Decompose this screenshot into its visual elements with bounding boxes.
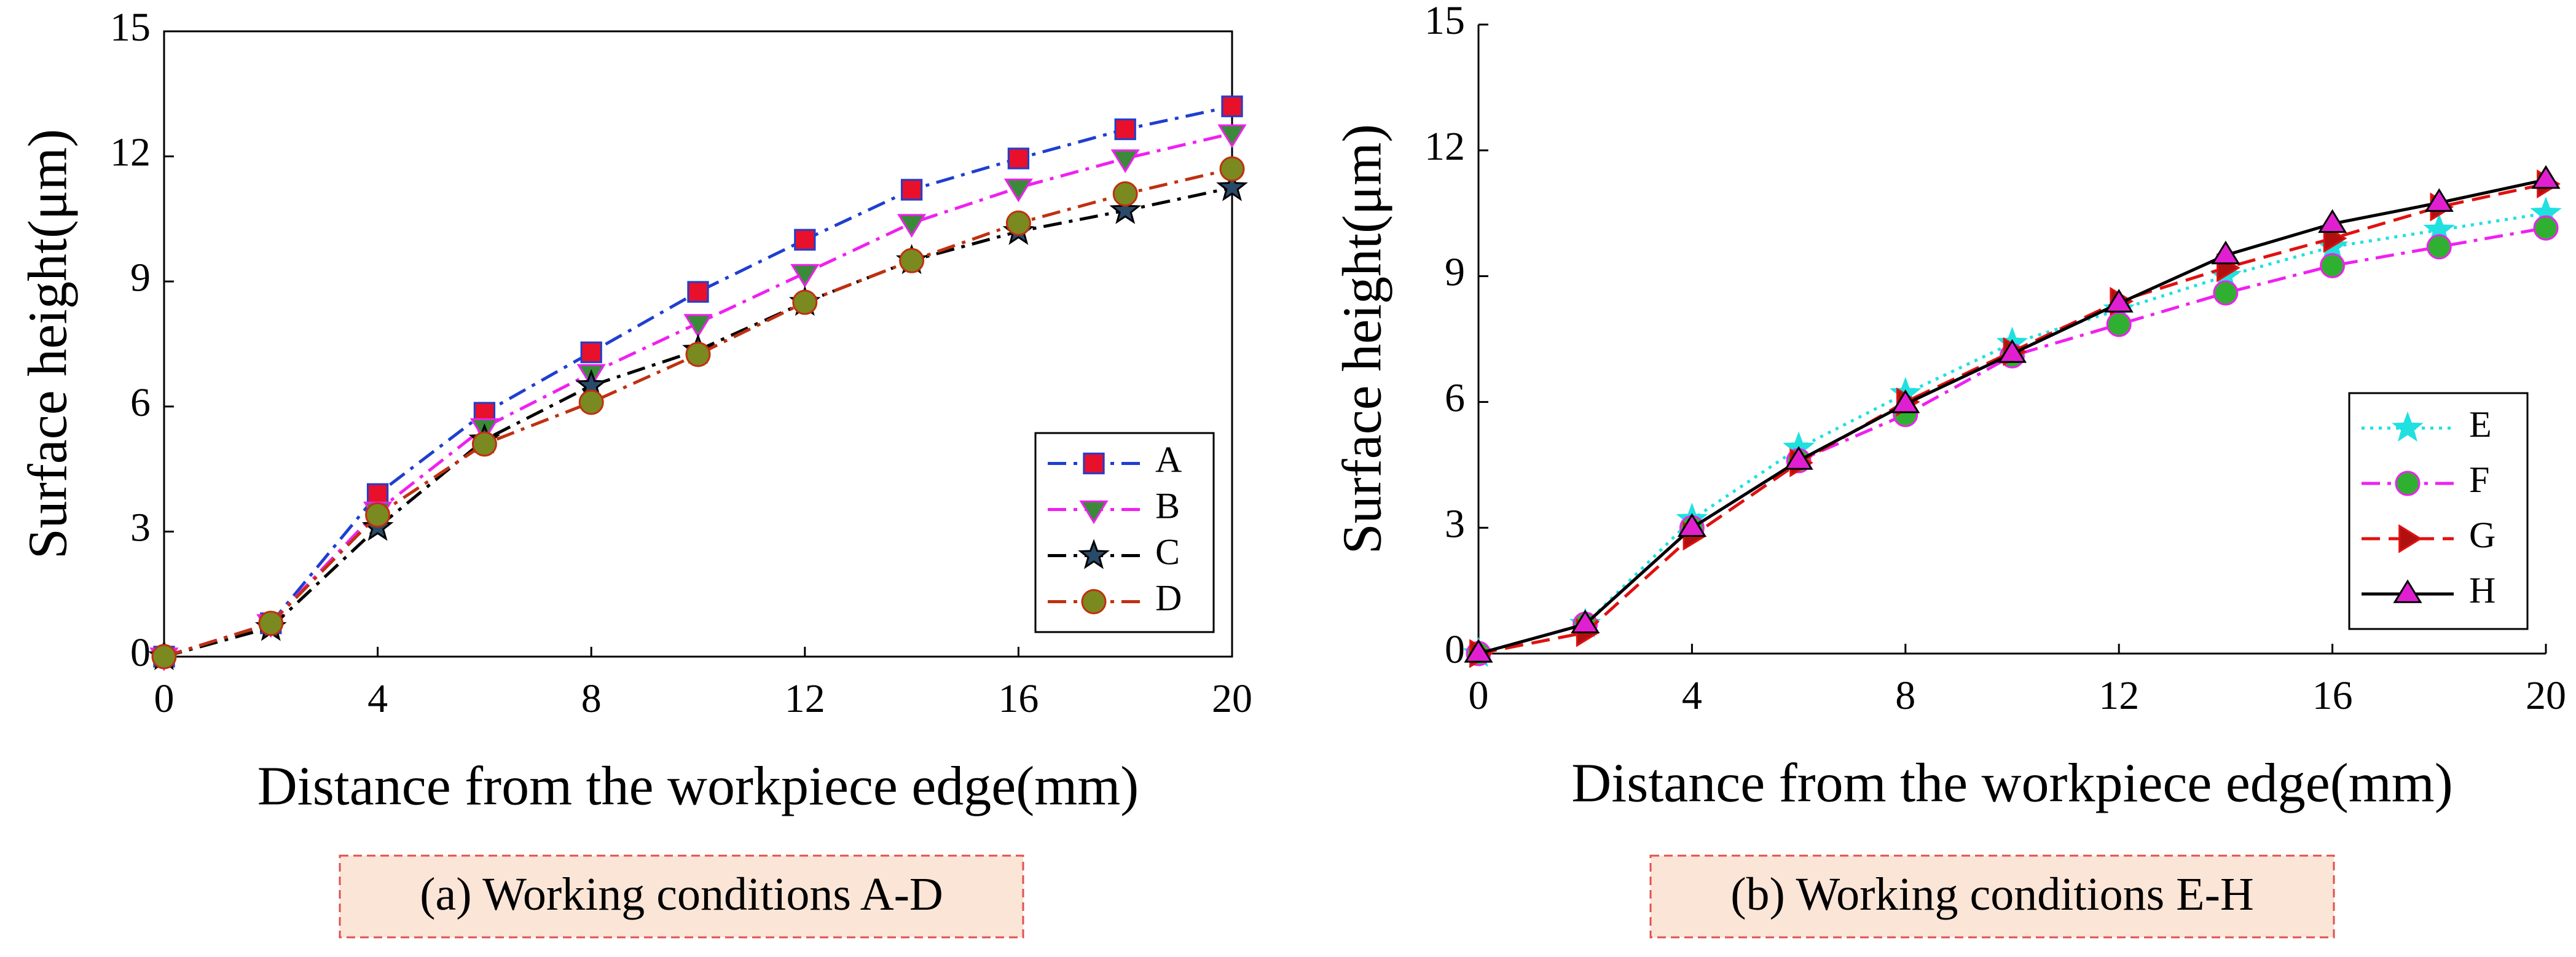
legend-box <box>2348 392 2529 630</box>
legend-label: D <box>1155 577 1182 618</box>
marker <box>151 644 177 670</box>
y-axis-label: Surface height(μm) <box>1332 124 1393 555</box>
marker <box>580 341 602 364</box>
marker <box>2104 289 2134 313</box>
legend-label: A <box>1155 439 1182 480</box>
legend-label: H <box>2469 570 2496 611</box>
x-tick-label: 16 <box>998 676 1039 721</box>
legend-box <box>1034 432 1215 633</box>
x-tick-label: 16 <box>2312 673 2353 718</box>
marker <box>2211 240 2240 265</box>
x-axis-label: Distance from the workpiece edge(mm) <box>1571 753 2452 814</box>
x-tick-label: 20 <box>1212 676 1252 721</box>
marker <box>899 248 925 273</box>
marker <box>365 502 391 528</box>
legend-marker <box>1079 500 1109 525</box>
y-tick-label: 9 <box>130 255 151 300</box>
marker <box>1221 95 1243 117</box>
legend-label: C <box>1155 531 1180 572</box>
caption: (b) Working conditions E-H <box>1730 869 2254 920</box>
marker <box>687 281 709 303</box>
y-tick-label: 3 <box>130 506 151 550</box>
y-tick-label: 15 <box>1424 0 1465 43</box>
y-tick-label: 0 <box>1445 627 1465 672</box>
x-tick-label: 4 <box>367 676 388 721</box>
x-tick-label: 0 <box>154 676 175 721</box>
plot-frame <box>163 30 1233 658</box>
legend-label: G <box>2469 515 2496 555</box>
marker <box>366 483 389 505</box>
legend-marker <box>2392 411 2424 442</box>
legend-marker <box>2398 524 2422 553</box>
marker <box>258 611 284 636</box>
marker <box>578 389 604 415</box>
x-tick-label: 0 <box>1469 673 1489 718</box>
caption-box <box>339 854 1024 939</box>
x-tick-label: 12 <box>2099 673 2139 718</box>
y-tick-label: 6 <box>1445 376 1465 421</box>
marker <box>1114 118 1136 141</box>
x-tick-label: 8 <box>1895 673 1915 718</box>
marker <box>1784 446 1813 470</box>
legend-marker <box>2395 471 2421 496</box>
marker <box>1216 171 1248 201</box>
series-line <box>163 104 1233 658</box>
marker <box>1997 339 2027 363</box>
series-line <box>163 167 1233 658</box>
marker <box>2424 188 2454 212</box>
marker <box>1112 181 1138 207</box>
marker <box>1891 389 1920 413</box>
marker <box>2106 311 2132 337</box>
marker <box>2426 234 2452 260</box>
marker <box>1217 124 1247 149</box>
marker <box>792 289 818 315</box>
x-tick-label: 8 <box>581 676 602 721</box>
marker <box>794 229 816 251</box>
marker <box>1109 193 1142 224</box>
y-tick-label: 12 <box>110 130 151 175</box>
y-tick-label: 6 <box>130 380 151 425</box>
caption: (a) Working conditions A-D <box>420 869 943 920</box>
marker <box>1005 210 1031 236</box>
marker <box>1110 149 1140 173</box>
y-axis-label: Surface height(μm) <box>18 129 79 560</box>
marker <box>1571 609 1600 634</box>
marker <box>2318 209 2347 233</box>
marker <box>2213 280 2239 306</box>
caption-box <box>1649 854 2335 939</box>
marker <box>2533 215 2559 241</box>
legend-marker <box>1078 539 1110 569</box>
y-tick-label: 0 <box>130 630 151 675</box>
chart: 0 3 6 9 12 15 0 4 8 12 16 20 Distance from the workp… <box>18 5 1252 939</box>
marker <box>2320 253 2346 279</box>
y-tick-label: 15 <box>110 5 151 50</box>
legend-label: E <box>2469 404 2492 445</box>
marker <box>1219 156 1245 182</box>
marker <box>900 179 923 201</box>
legend-label: B <box>1155 485 1180 526</box>
marker <box>685 342 711 367</box>
x-tick-label: 12 <box>785 676 825 721</box>
marker <box>1003 178 1033 203</box>
marker <box>897 214 927 238</box>
chart: 0 3 6 9 12 15 0 4 8 12 16 20 Distance from the workp… <box>1332 0 2566 939</box>
x-tick-label: 4 <box>1682 673 1702 718</box>
marker <box>683 314 713 338</box>
legend-label: F <box>2469 459 2489 500</box>
y-tick-label: 9 <box>1445 250 1465 295</box>
marker <box>1007 147 1030 170</box>
legend-marker <box>1083 452 1105 475</box>
marker <box>790 264 820 288</box>
x-tick-label: 20 <box>2526 673 2566 718</box>
legend-marker <box>2393 579 2422 603</box>
legend-marker <box>1081 589 1107 614</box>
y-tick-label: 3 <box>1445 501 1465 546</box>
marker <box>2531 165 2561 189</box>
marker <box>471 431 497 457</box>
y-tick-label: 12 <box>1424 124 1465 169</box>
marker <box>1464 639 1493 663</box>
x-axis-label: Distance from the workpiece edge(mm) <box>257 756 1139 817</box>
marker <box>1677 513 1706 537</box>
